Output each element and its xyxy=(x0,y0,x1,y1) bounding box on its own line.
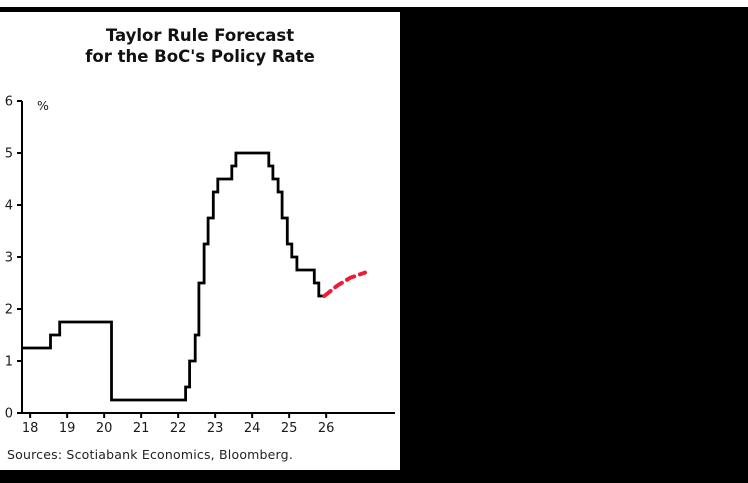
y-tick-label: 3 xyxy=(5,251,13,266)
bottom-black-bar xyxy=(0,470,748,483)
chart-panel: 0 1 2 3 4 5 6 18 19 20 21 22 23 24 25 26% Taylor Rule F… xyxy=(0,12,400,470)
y-tick-label: 0 xyxy=(5,407,13,422)
y-axis-unit-label: % xyxy=(37,98,49,113)
source-note: Sources: Scotiabank Economics, Bloomberg… xyxy=(7,447,293,462)
chart-title-line2: for the BoC's Policy Rate xyxy=(85,47,315,66)
x-tick-label: 25 xyxy=(281,421,298,436)
top-black-bar xyxy=(0,7,748,12)
y-tick-label: 4 xyxy=(5,199,13,214)
chart-title-line1: Taylor Rule Forecast xyxy=(105,26,295,45)
x-tick-label: 22 xyxy=(170,421,187,436)
y-tick-label: 2 xyxy=(5,303,13,318)
x-tick-label: 18 xyxy=(22,421,39,436)
x-tick-label: 26 xyxy=(318,421,335,436)
y-tick-label: 6 xyxy=(5,95,13,110)
y-tick-label: 1 xyxy=(5,355,13,370)
x-tick-label: 24 xyxy=(244,421,261,436)
series-forecast-line xyxy=(322,270,367,298)
right-black-panel xyxy=(400,7,748,483)
x-tick-label: 20 xyxy=(96,421,113,436)
chart-title: Taylor Rule Forecast for the BoC's Polic… xyxy=(0,25,400,67)
x-tick-label: 19 xyxy=(59,421,76,436)
y-tick-label: 5 xyxy=(5,147,13,162)
x-tick-label: 23 xyxy=(207,421,224,436)
x-tick-label: 21 xyxy=(133,421,150,436)
series-actual-line xyxy=(22,151,325,402)
